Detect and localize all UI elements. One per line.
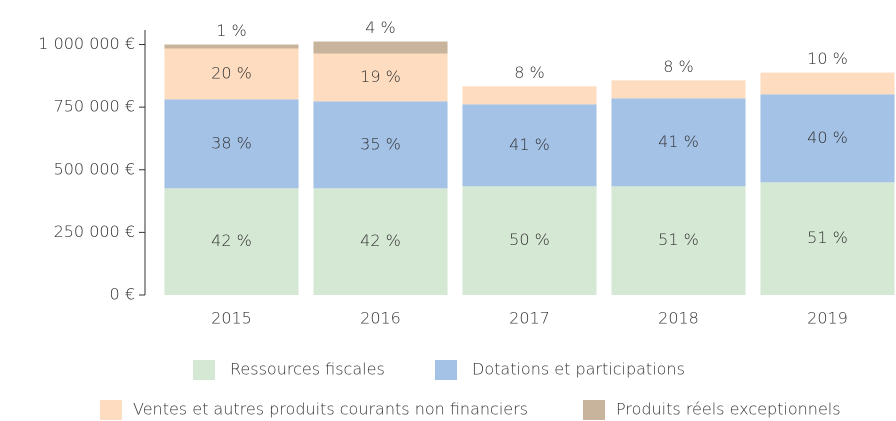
bar-segment xyxy=(313,41,448,54)
bar-segment xyxy=(164,48,299,100)
x-tick-label: 2018 xyxy=(658,309,699,328)
percent-label: 41 % xyxy=(509,135,550,154)
percent-label: 40 % xyxy=(807,128,848,147)
bar-segment xyxy=(164,44,299,49)
percent-label: 19 % xyxy=(360,67,401,86)
percent-label: 42 % xyxy=(211,231,252,250)
x-tick-label: 2016 xyxy=(360,309,401,328)
legend-label: Ventes et autres produits courants non f… xyxy=(133,400,528,419)
percent-label: 10 % xyxy=(807,49,848,68)
bar-segment xyxy=(462,186,597,295)
percent-label: 41 % xyxy=(658,132,699,151)
percent-label: 51 % xyxy=(807,228,848,247)
x-tick-label: 2017 xyxy=(509,309,550,328)
bar-segment xyxy=(462,104,597,187)
percent-label: 8 % xyxy=(663,57,693,76)
legend-label: Dotations et participations xyxy=(472,360,685,379)
bar-segment xyxy=(760,94,895,183)
y-tick-label: 0 € xyxy=(110,285,135,304)
percent-label: 35 % xyxy=(360,134,401,153)
percent-label: 42 % xyxy=(360,231,401,250)
legend-swatch xyxy=(583,400,605,420)
y-tick-label: 750 000 € xyxy=(54,97,135,116)
bar-segment xyxy=(313,53,448,102)
bar-segment xyxy=(313,188,448,295)
bar-segment xyxy=(760,72,895,95)
bar-segment xyxy=(313,101,448,189)
legend-swatch xyxy=(435,360,457,380)
legend-swatch xyxy=(193,360,215,380)
x-tick-label: 2019 xyxy=(807,309,848,328)
percent-label: 1 % xyxy=(216,21,246,40)
bar-segment xyxy=(462,86,597,105)
percent-label: 8 % xyxy=(514,63,544,82)
bar-segment xyxy=(760,182,895,295)
legend-label: Ressources fiscales xyxy=(230,360,385,379)
legend-swatch xyxy=(100,400,122,420)
y-tick-label: 250 000 € xyxy=(54,222,135,241)
bar-segment xyxy=(611,98,746,187)
y-tick-label: 1 000 000 € xyxy=(38,34,135,53)
legend-label: Produits réels exceptionnels xyxy=(616,400,841,419)
y-tick-label: 500 000 € xyxy=(54,159,135,178)
x-tick-label: 2015 xyxy=(211,309,252,328)
percent-label: 20 % xyxy=(211,63,252,82)
percent-label: 38 % xyxy=(211,133,252,152)
percent-label: 51 % xyxy=(658,230,699,249)
bar-segment xyxy=(611,186,746,295)
bar-segment xyxy=(164,188,299,295)
percent-label: 4 % xyxy=(365,18,395,37)
bar-segment xyxy=(164,99,299,189)
percent-label: 50 % xyxy=(509,230,550,249)
bar-segment xyxy=(611,80,746,99)
